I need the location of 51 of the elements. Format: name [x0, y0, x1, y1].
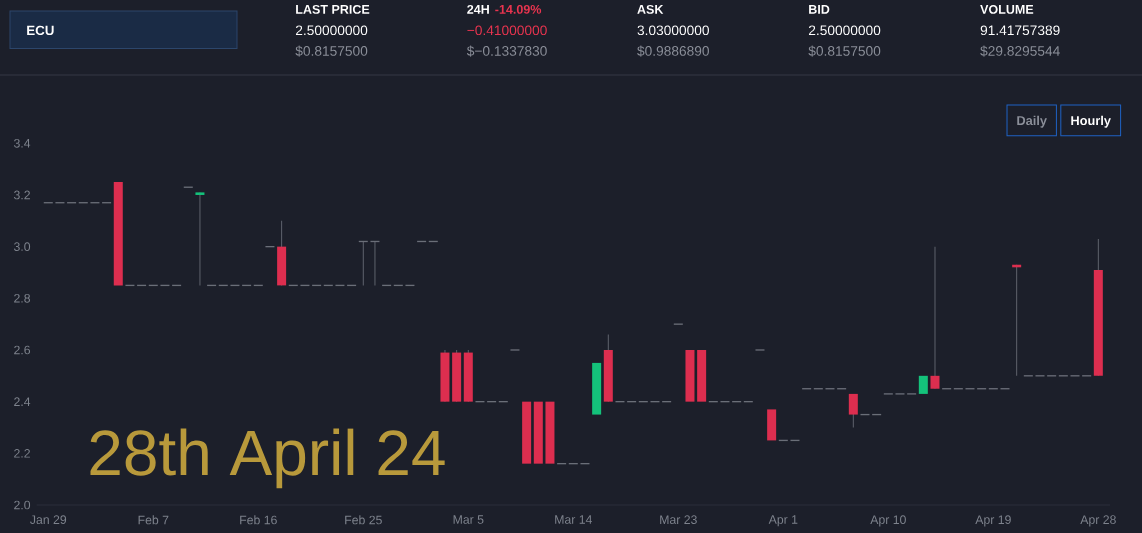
text: 91.41757389 [980, 25, 1060, 36]
text: -14.09% [495, 4, 542, 14]
candlestick [113, 182, 123, 286]
candlestick [592, 362, 602, 415]
text: $0.8157500 [295, 45, 368, 57]
candlestick [930, 246, 940, 390]
text: 2.50000000 [295, 25, 368, 36]
text: Daily [1017, 115, 1047, 128]
text: VOLUME [980, 4, 1034, 14]
x-tick-label: Jan 29 [30, 515, 67, 524]
y-tick-label: 2.0 [14, 500, 31, 510]
candlestick [767, 409, 777, 441]
text: $29.8295544 [980, 45, 1060, 57]
text: 3.03000000 [637, 25, 709, 36]
text: −0.41000000 [467, 25, 547, 36]
x-tick-label: Mar 5 [453, 515, 484, 524]
y-tick-label: 2.8 [14, 293, 31, 303]
candlestick [848, 393, 858, 428]
x-tick-label: Apr 1 [768, 515, 798, 527]
y-tick-label: 2.6 [14, 345, 31, 355]
y-tick-label: 3.2 [13, 190, 30, 200]
x-tick-label: Feb 16 [240, 515, 277, 525]
y-tick-label: 3.0 [13, 242, 31, 251]
text: Hourly [1071, 115, 1111, 128]
x-tick-label: Apr 19 [975, 515, 1011, 527]
text: $−0.1337830 [466, 45, 547, 57]
x-tick-label: Mar 23 [660, 515, 697, 524]
candlestick [545, 401, 555, 464]
x-tick-label: Feb 7 [138, 515, 169, 525]
text: BID [809, 5, 830, 14]
x-tick-label: Feb 25 [345, 515, 382, 525]
candlestick [195, 191, 205, 286]
candlestick [697, 349, 707, 402]
annotation: 28th April 24 [90, 428, 445, 489]
y-tick-label: 2.2 [14, 449, 30, 458]
candlestick [522, 401, 532, 464]
y-tick-label: 3.4 [13, 138, 31, 148]
text: 2.50000000 [808, 25, 881, 36]
candlestick [918, 375, 928, 394]
text: $0.8157500 [808, 45, 881, 57]
candlestick [685, 349, 695, 402]
x-tick-label: Mar 14 [555, 515, 593, 524]
text: ASK [637, 4, 664, 14]
y-tick-label: 2.4 [14, 397, 31, 406]
text: 24H [467, 4, 489, 14]
candlestick [533, 401, 543, 464]
text: LAST PRICE [296, 4, 370, 14]
x-tick-label: Apr 10 [870, 515, 906, 527]
x-tick-label: Apr 28 [1080, 515, 1116, 527]
text: ECU [27, 25, 54, 36]
text: $0.9886890 [637, 45, 709, 57]
